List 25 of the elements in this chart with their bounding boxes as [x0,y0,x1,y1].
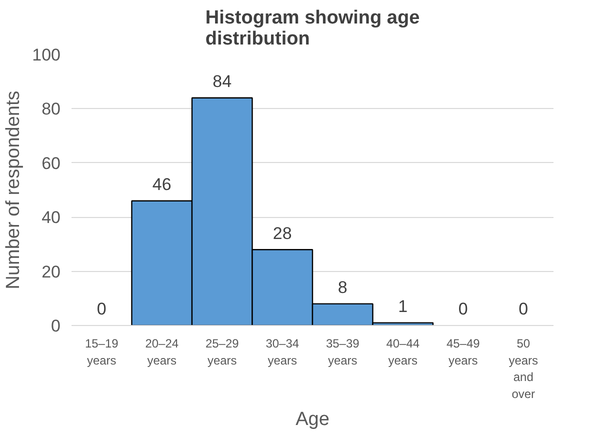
x-tick-label: 35–39 years [326,336,360,368]
data-label: 0 [458,300,468,319]
x-tick-label: 15–19 years [84,336,119,368]
data-label: 1 [398,296,408,316]
y-tick-label: 40 [42,208,61,228]
x-tick-label: 25–29 years [205,336,240,368]
data-label: 0 [96,300,106,319]
x-tick-label: 40–44 years [386,336,420,368]
data-label: 8 [338,278,348,297]
x-tick-label: 20–24 years [145,336,179,368]
data-label: 0 [518,300,528,319]
x-tick-label: 45–49 years [446,336,480,368]
data-label: 46 [152,175,172,194]
y-axis-title: Number of respondents [3,90,24,290]
x-tick-label: 50 years and over [508,336,538,401]
x-axis-title: Age [296,408,330,430]
y-tick-label: 20 [42,262,61,282]
y-tick-label: 60 [42,154,61,173]
y-tick-label: 100 [32,46,61,64]
x-tick-label: 30–34 years [266,336,300,368]
y-tick-label: 0 [51,316,61,336]
data-label: 84 [212,72,232,92]
data-label: 28 [272,224,292,243]
chart-title: Histogram showing age distribution [205,8,420,50]
y-tick-label: 80 [42,100,61,119]
